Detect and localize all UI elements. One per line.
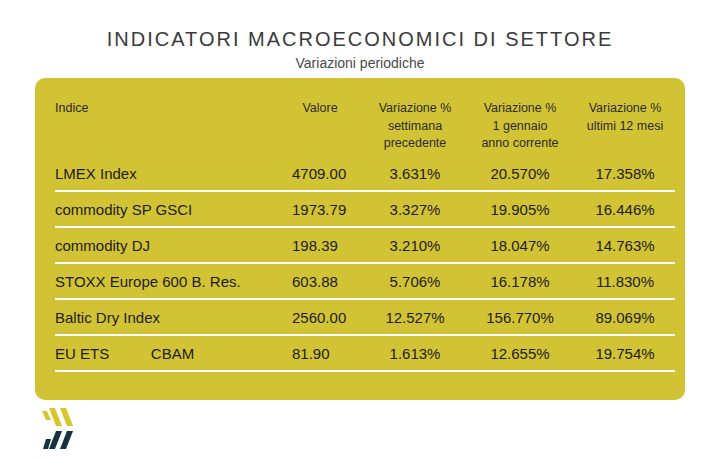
cell-indice: commodity DJ bbox=[55, 227, 275, 263]
page-subtitle: Variazioni periodiche bbox=[0, 55, 720, 71]
cell-var-settimana: 1.613% bbox=[365, 335, 465, 371]
cell-var-12-mesi: 17.358% bbox=[575, 156, 675, 191]
page-header: INDICATORI MACROECONOMICI DI SETTORE Var… bbox=[0, 0, 720, 71]
table-header-row: Indice Valore Variazione % settimana pre… bbox=[55, 78, 675, 156]
table-row: LMEX Index 4709.00 3.631% 20.570% 17.358… bbox=[55, 156, 675, 191]
cell-indice: STOXX Europe 600 B. Res. bbox=[55, 263, 275, 299]
cell-indice: EU ETS CBAM bbox=[55, 335, 275, 371]
cell-valore: 81.90 bbox=[275, 335, 365, 371]
cell-var-settimana: 3.327% bbox=[365, 191, 465, 227]
cell-var-gennaio: 156.770% bbox=[465, 299, 575, 335]
cell-var-gennaio: 16.178% bbox=[465, 263, 575, 299]
cell-var-12-mesi: 11.830% bbox=[575, 263, 675, 299]
double-chevron-logo-icon bbox=[38, 406, 82, 452]
cell-var-gennaio: 12.655% bbox=[465, 335, 575, 371]
cell-var-12-mesi: 89.069% bbox=[575, 299, 675, 335]
table-row: commodity DJ 198.39 3.210% 18.047% 14.76… bbox=[55, 227, 675, 263]
table-row: commodity SP GSCI 1973.79 3.327% 19.905%… bbox=[55, 191, 675, 227]
cell-valore: 603.88 bbox=[275, 263, 365, 299]
cell-valore: 4709.00 bbox=[275, 156, 365, 191]
indicators-card: Indice Valore Variazione % settimana pre… bbox=[35, 78, 685, 400]
table-row: Baltic Dry Index 2560.00 12.527% 156.770… bbox=[55, 299, 675, 335]
cell-var-settimana: 3.210% bbox=[365, 227, 465, 263]
table-row: STOXX Europe 600 B. Res. 603.88 5.706% 1… bbox=[55, 263, 675, 299]
column-header-var-gennaio: Variazione % 1 gennaio anno corrente bbox=[465, 78, 575, 156]
cell-var-12-mesi: 14.763% bbox=[575, 227, 675, 263]
cell-indice: Baltic Dry Index bbox=[55, 299, 275, 335]
cell-var-settimana: 3.631% bbox=[365, 156, 465, 191]
column-header-indice: Indice bbox=[55, 78, 275, 156]
cell-var-12-mesi: 16.446% bbox=[575, 191, 675, 227]
cell-indice: LMEX Index bbox=[55, 156, 275, 191]
cell-valore: 1973.79 bbox=[275, 191, 365, 227]
cell-var-settimana: 12.527% bbox=[365, 299, 465, 335]
column-header-valore: Valore bbox=[275, 78, 365, 156]
column-header-var-12-mesi: Variazione % ultimi 12 mesi bbox=[575, 78, 675, 156]
cell-indice: commodity SP GSCI bbox=[55, 191, 275, 227]
page-title: INDICATORI MACROECONOMICI DI SETTORE bbox=[0, 28, 720, 51]
cell-var-12-mesi: 19.754% bbox=[575, 335, 675, 371]
cell-var-settimana: 5.706% bbox=[365, 263, 465, 299]
cell-valore: 198.39 bbox=[275, 227, 365, 263]
indicators-table: Indice Valore Variazione % settimana pre… bbox=[55, 78, 675, 372]
cell-var-gennaio: 18.047% bbox=[465, 227, 575, 263]
column-header-var-settimana: Variazione % settimana precedente bbox=[365, 78, 465, 156]
cell-var-gennaio: 20.570% bbox=[465, 156, 575, 191]
cell-valore: 2560.00 bbox=[275, 299, 365, 335]
cell-var-gennaio: 19.905% bbox=[465, 191, 575, 227]
table-row: EU ETS CBAM 81.90 1.613% 12.655% 19.754% bbox=[55, 335, 675, 371]
